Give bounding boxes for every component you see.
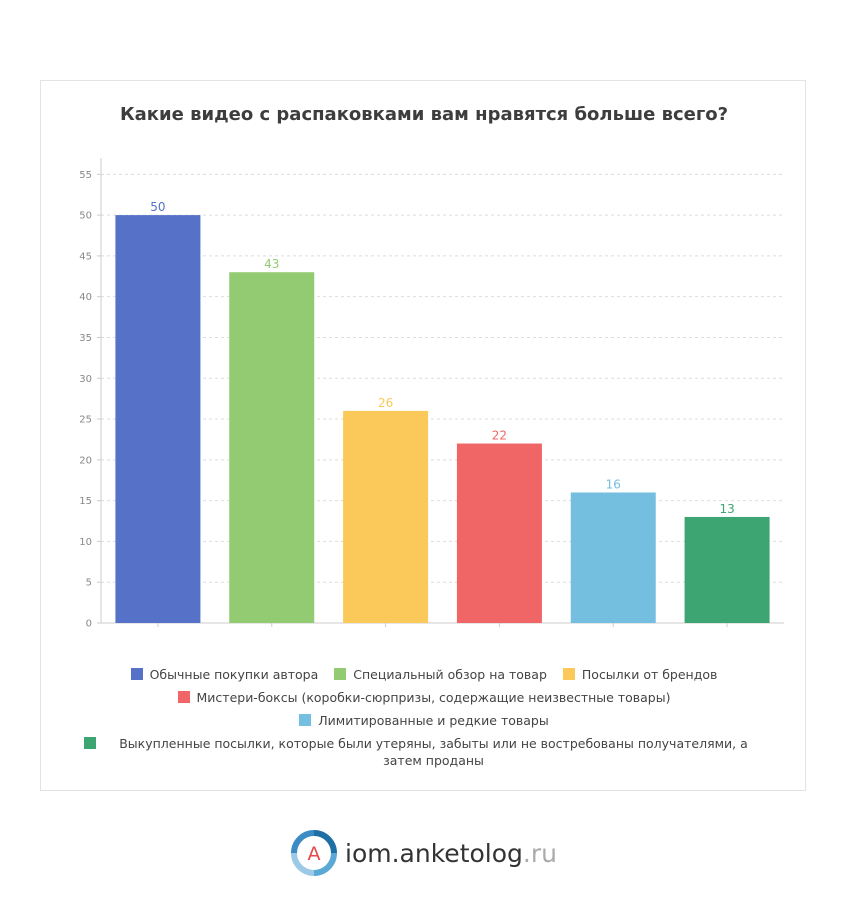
- y-tick-label: 50: [79, 211, 92, 222]
- legend-label: Посылки от брендов: [581, 667, 718, 682]
- brand-name: iom.anketolog.ru: [345, 839, 557, 868]
- y-tick-label: 30: [79, 374, 92, 385]
- data-label-3: 22: [492, 429, 507, 443]
- legend-swatch: [562, 668, 575, 680]
- data-label-1: 43: [264, 257, 279, 271]
- chart-legend: Обычные покупки автора Специальный обзор…: [60, 666, 788, 775]
- y-tick-label: 45: [79, 251, 92, 262]
- legend-item-0[interactable]: Обычные покупки автора: [130, 666, 319, 683]
- y-tick-label: 55: [79, 170, 92, 181]
- data-label-5: 13: [719, 502, 734, 516]
- data-label-0: 50: [150, 200, 165, 214]
- legend-label: Обычные покупки автора: [149, 667, 319, 682]
- legend-swatch: [130, 668, 143, 680]
- brand-tld: .ru: [522, 838, 557, 868]
- y-tick-label: 0: [86, 619, 92, 630]
- y-tick-label: 10: [79, 537, 92, 548]
- brand-footer[interactable]: A iom.anketolog.ru: [0, 830, 848, 876]
- legend-item-5[interactable]: Выкупленные посылки, которые были утерян…: [84, 735, 764, 769]
- bar-2: [343, 410, 429, 623]
- logo-letter: A: [308, 843, 321, 865]
- legend-swatch: [299, 714, 312, 726]
- y-tick-label: 20: [79, 455, 92, 466]
- legend-item-2[interactable]: Посылки от брендов: [562, 666, 718, 683]
- legend-swatch: [334, 668, 347, 680]
- bar-chart: 0 5 10 15 20 25 30 35 40 45 50 55 50 43 26 22 16 13: [79, 158, 784, 630]
- legend-label: Лимитированные и редкие товары: [318, 713, 549, 728]
- legend-item-3[interactable]: Мистери-боксы (коробки-сюрпризы, содержа…: [177, 689, 671, 706]
- data-label-4: 16: [606, 477, 621, 491]
- y-tick-label: 5: [86, 578, 92, 589]
- y-tick-label: 15: [79, 496, 92, 507]
- chart-title: Какие видео с распаковками вам нравятся …: [119, 104, 729, 125]
- legend-item-4[interactable]: Лимитированные и редкие товары: [299, 712, 549, 729]
- bar-4: [570, 492, 656, 623]
- legend-swatch: [84, 737, 96, 749]
- bar-5: [684, 516, 770, 623]
- legend-item-1[interactable]: Специальный обзор на товар: [334, 666, 547, 683]
- bar-3: [456, 443, 542, 623]
- legend-label: Специальный обзор на товар: [353, 667, 547, 682]
- data-label-2: 26: [378, 396, 393, 410]
- brand-domain: iom.anketolog: [345, 838, 523, 868]
- bar-1: [229, 272, 315, 623]
- anketolog-logo-icon: A: [291, 830, 338, 876]
- y-tick-label: 25: [79, 415, 92, 426]
- legend-label: Выкупленные посылки, которые были утерян…: [119, 736, 748, 768]
- legend-label: Мистери-боксы (коробки-сюрпризы, содержа…: [196, 690, 671, 705]
- y-tick-label: 40: [79, 292, 92, 303]
- y-tick-label: 35: [79, 333, 92, 344]
- legend-swatch: [177, 691, 190, 703]
- bar-0: [115, 215, 201, 623]
